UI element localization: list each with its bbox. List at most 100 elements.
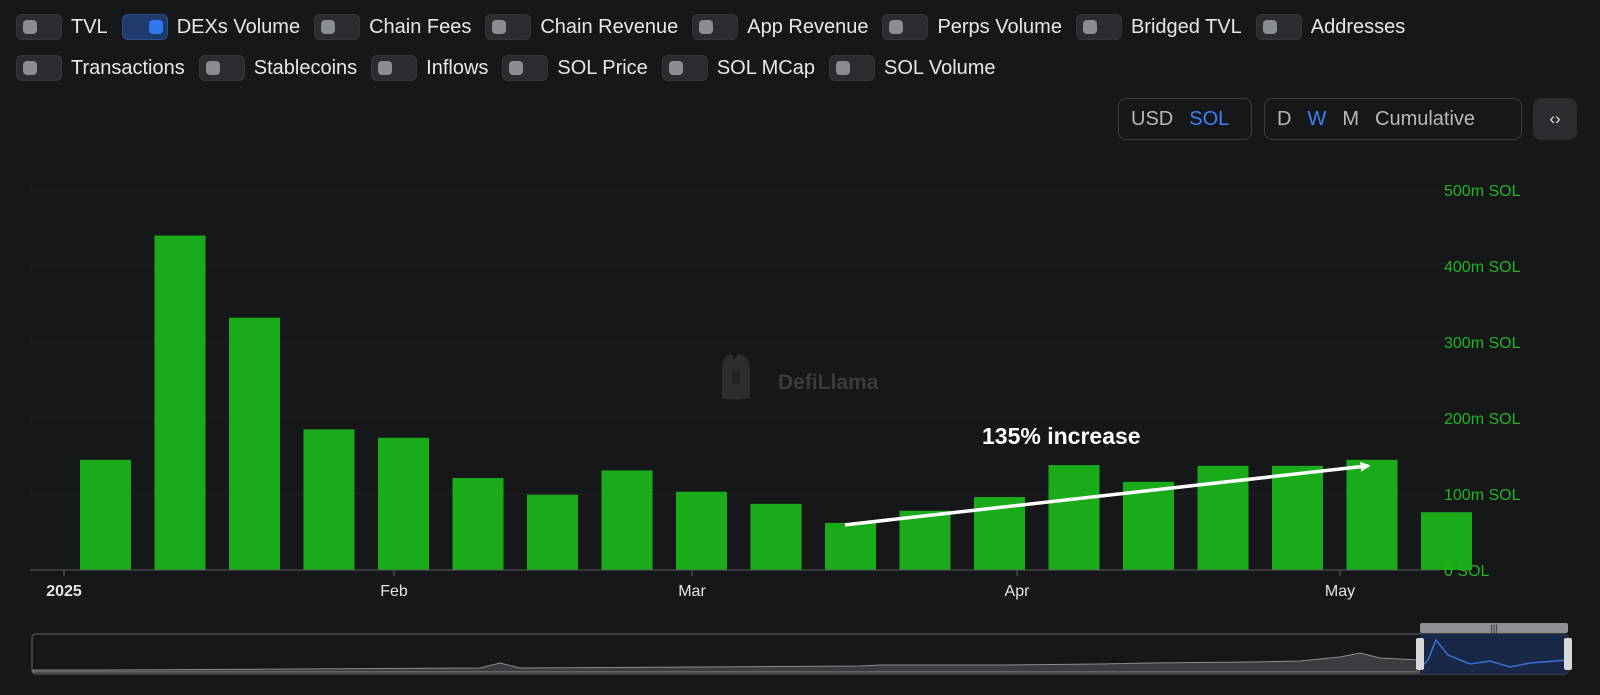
- period-weekly-option[interactable]: W: [1307, 107, 1327, 130]
- toggle-switch[interactable]: [829, 55, 875, 81]
- toggle-perps-volume[interactable]: Perps Volume: [882, 14, 1062, 40]
- bar[interactable]: [676, 491, 727, 570]
- x-tick-label: Mar: [678, 583, 706, 600]
- bar[interactable]: [1048, 465, 1100, 570]
- grip-icon: |||: [1490, 623, 1497, 633]
- brush-right-handle[interactable]: [1564, 638, 1572, 670]
- y-axis-labels: 0 SOL 100m SOL 200m SOL 300m SOL 400m SOL 500…: [1444, 183, 1521, 580]
- toggle-sol-volume[interactable]: SOL Volume: [829, 55, 996, 81]
- period-monthly-option[interactable]: M: [1342, 107, 1360, 130]
- toggle-knob: [509, 61, 524, 75]
- toggle-knob: [836, 61, 850, 75]
- toggle-app-revenue[interactable]: App Revenue: [692, 14, 868, 40]
- toggle-label: Chain Fees: [369, 15, 472, 38]
- code-brackets-icon: ‹›: [1549, 109, 1561, 128]
- watermark-text: DefiLlama: [778, 371, 879, 394]
- toggle-switch[interactable]: [371, 55, 418, 81]
- toggle-label: App Revenue: [747, 15, 869, 38]
- bar[interactable]: [452, 478, 504, 570]
- period-cumulative-option[interactable]: Cumulative: [1375, 107, 1476, 130]
- toggle-label: Chain Revenue: [540, 15, 679, 38]
- llama-logo-icon: [722, 354, 750, 400]
- toggle-knob: [23, 61, 37, 75]
- period-daily-option[interactable]: D: [1277, 107, 1292, 130]
- toggle-label: Stablecoins: [253, 56, 358, 79]
- x-tick-label: 2025: [46, 583, 82, 600]
- bar[interactable]: [1272, 465, 1323, 570]
- toggle-inflows[interactable]: Inflows: [371, 55, 488, 81]
- toggle-chain-revenue[interactable]: Chain Revenue: [485, 14, 678, 40]
- toggle-switch[interactable]: [692, 14, 739, 40]
- toggle-bridged-tvl[interactable]: Bridged TVL: [1075, 14, 1242, 40]
- toggle-label: TVL: [71, 15, 108, 38]
- toggle-label: SOL Price: [557, 56, 648, 79]
- bar[interactable]: [527, 494, 578, 570]
- toggle-switch[interactable]: [1075, 14, 1122, 40]
- brush-selection[interactable]: [1420, 634, 1568, 674]
- bar[interactable]: [1346, 459, 1398, 570]
- currency-sol-option[interactable]: SOL: [1189, 107, 1230, 130]
- toggle-switch[interactable]: [314, 14, 361, 40]
- toggle-knob: [699, 20, 714, 34]
- toggle-switch[interactable]: [16, 55, 62, 81]
- toggle-switch[interactable]: [485, 14, 532, 40]
- toggle-sol-mcap[interactable]: SOL MCap: [661, 55, 815, 81]
- brush-top-handle[interactable]: [1420, 623, 1568, 633]
- x-tick-label: Feb: [380, 583, 408, 600]
- y-tick-label: 100m SOL: [1444, 487, 1521, 504]
- toggle-knob: [889, 20, 904, 34]
- bar[interactable]: [154, 235, 206, 570]
- currency-usd-option[interactable]: USD: [1131, 107, 1174, 130]
- bar[interactable]: [303, 429, 355, 570]
- y-tick-label: 200m SOL: [1444, 411, 1521, 428]
- toggle-dexs-volume[interactable]: DEXs Volume: [121, 14, 301, 40]
- bar[interactable]: [1123, 481, 1174, 570]
- toggle-label: SOL MCap: [716, 56, 815, 79]
- toggle-knob: [23, 20, 37, 34]
- metric-toggles-row-1: TVL DEXs Volume Chain Fees Chain Revenue App…: [16, 14, 1419, 40]
- brush-left-handle[interactable]: [1416, 638, 1424, 670]
- x-tick-label: May: [1325, 583, 1355, 600]
- toggle-switch[interactable]: [882, 14, 929, 40]
- toggle-knob: [668, 61, 683, 75]
- toggle-switch[interactable]: [198, 55, 245, 81]
- toggle-tvl[interactable]: TVL: [16, 14, 108, 40]
- toggle-knob: [148, 20, 163, 34]
- bar[interactable]: [80, 459, 131, 570]
- bar[interactable]: [1421, 512, 1472, 570]
- bar[interactable]: [750, 503, 802, 570]
- watermark: DefiLlama: [722, 354, 879, 400]
- toggle-label: Inflows: [426, 56, 489, 79]
- y-tick-label: 500m SOL: [1444, 183, 1521, 200]
- range-brush[interactable]: |||: [31, 623, 1572, 675]
- toggle-label: SOL Volume: [884, 56, 996, 79]
- bar[interactable]: [229, 317, 280, 570]
- toggle-label: DEXs Volume: [176, 15, 301, 38]
- toggle-knob: [321, 20, 336, 34]
- toggle-stablecoins[interactable]: Stablecoins: [198, 55, 358, 81]
- toggle-switch[interactable]: [502, 55, 549, 81]
- toggle-label: Perps Volume: [937, 15, 1062, 38]
- toggle-knob: [1262, 20, 1277, 34]
- bar[interactable]: [825, 522, 876, 570]
- toggle-transactions[interactable]: Transactions: [16, 55, 185, 81]
- toggle-switch[interactable]: [661, 55, 708, 81]
- toggle-label: Transactions: [71, 56, 185, 79]
- bar[interactable]: [378, 437, 429, 570]
- toggle-switch[interactable]: [1255, 14, 1302, 40]
- chart-bars: [80, 235, 1472, 570]
- annotation-label: 135% increase: [982, 423, 1141, 449]
- toggle-switch[interactable]: [121, 14, 168, 40]
- toggle-knob: [378, 61, 393, 75]
- bar[interactable]: [601, 470, 653, 570]
- embed-button[interactable]: ‹›: [1533, 98, 1577, 140]
- toggle-chain-fees[interactable]: Chain Fees: [314, 14, 471, 40]
- toggle-sol-price[interactable]: SOL Price: [502, 55, 648, 81]
- x-axis-labels: 2025 Feb Mar Apr May: [46, 570, 1355, 600]
- bar[interactable]: [899, 510, 951, 570]
- toggle-switch[interactable]: [16, 14, 62, 40]
- toggle-label: Addresses: [1310, 15, 1406, 38]
- toggle-addresses[interactable]: Addresses: [1255, 14, 1406, 40]
- toggle-knob: [1082, 20, 1097, 34]
